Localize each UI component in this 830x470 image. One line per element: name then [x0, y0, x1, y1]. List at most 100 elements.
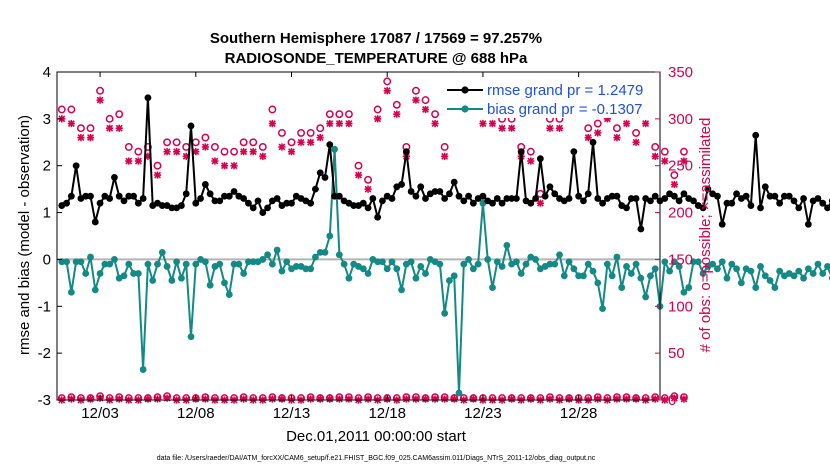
rmse-point — [67, 192, 75, 200]
rmse-point — [120, 197, 128, 205]
bias-point — [316, 249, 324, 256]
bias-point — [398, 286, 405, 294]
obs-assimilated-point — [287, 148, 296, 156]
rmse-point — [72, 162, 80, 170]
x-tick-label: 12/18 — [368, 405, 406, 422]
obs-possible-point — [172, 138, 181, 147]
rmse-point — [106, 195, 114, 202]
obs-assimilated-point — [613, 134, 621, 142]
rmse-point — [800, 195, 807, 202]
obs-possible-point — [679, 147, 688, 156]
rmse-point — [661, 195, 669, 202]
rmse-point — [804, 220, 812, 228]
obs-assimilated-point — [230, 162, 238, 170]
rmse-point — [115, 192, 123, 200]
y-tick-label-left: 4 — [43, 64, 51, 81]
obs-assimilated-point — [316, 134, 324, 142]
bias-point — [101, 260, 109, 268]
bias-point — [747, 267, 755, 275]
rmse-point — [158, 202, 166, 209]
bias-point — [422, 270, 429, 277]
rmse-point — [647, 197, 654, 205]
obs-assimilated-bottom-point — [450, 395, 458, 403]
bias-point — [106, 260, 114, 268]
obs-assimilated-point — [431, 119, 439, 128]
rmse-point — [335, 192, 343, 200]
bias-point — [546, 260, 554, 268]
obs-assimilated-bottom-point — [316, 395, 324, 403]
obs-assimilated-point — [622, 119, 631, 128]
obs-possible-point — [191, 138, 200, 147]
rmse-point — [283, 199, 291, 207]
bias-point — [589, 267, 597, 275]
obs-possible-point — [383, 77, 392, 86]
rmse-point — [498, 199, 506, 207]
bias-point — [714, 265, 721, 273]
bias-point — [149, 277, 157, 284]
rmse-point — [139, 195, 147, 202]
bias-point — [800, 274, 807, 282]
rmse-point — [465, 192, 472, 200]
obs-assimilated-bottom-point — [670, 394, 678, 402]
bias-point — [134, 270, 142, 277]
obs-assimilated-bottom-point — [278, 395, 286, 403]
rmse-point — [273, 195, 281, 202]
rmse-point — [680, 190, 688, 198]
rmse-point — [450, 178, 458, 186]
bias-point — [321, 249, 329, 256]
rmse-point — [637, 225, 645, 233]
rmse-point — [364, 204, 372, 212]
rmse-point — [479, 192, 487, 200]
rmse-point — [536, 155, 544, 163]
rmse-point — [379, 197, 386, 205]
obs-assimilated-bottom-point — [680, 395, 688, 403]
obs-assimilated-point — [297, 138, 305, 146]
rmse-point — [508, 195, 516, 202]
rmse-point — [111, 174, 118, 181]
bias-point — [364, 270, 372, 277]
rmse-point — [651, 192, 659, 200]
bias-point — [96, 270, 104, 277]
obs-assimilated-point — [354, 171, 363, 179]
bias-point — [575, 272, 583, 280]
rmse-point — [723, 199, 731, 207]
obs-assimilated-point — [77, 134, 85, 142]
bias-point — [790, 272, 798, 280]
rmse-point — [125, 192, 133, 200]
bias-point — [192, 260, 200, 268]
rmse-point — [249, 204, 257, 212]
bias-point — [187, 333, 195, 341]
obs-possible-point — [584, 124, 593, 133]
bias-point — [661, 258, 669, 266]
bias-point — [651, 265, 659, 273]
rmse-point — [460, 197, 468, 205]
bias-point — [268, 260, 276, 268]
rmse-point — [216, 197, 224, 205]
rmse-point — [316, 169, 324, 177]
obs-assimilated-bottom-point — [527, 395, 535, 403]
rmse-point — [417, 183, 425, 191]
obs-possible-point — [249, 138, 258, 147]
bias-point — [814, 260, 822, 268]
y-axis-label-left: rmse and bias (model - observation) — [16, 115, 33, 355]
rmse-point — [527, 199, 535, 207]
bias-point — [795, 267, 803, 275]
obs-assimilated-point — [86, 134, 95, 142]
rmse-point — [589, 138, 597, 146]
bias-point — [776, 267, 784, 275]
obs-assimilated-bottom-point — [345, 395, 353, 403]
bias-point — [728, 260, 736, 268]
bias-point — [493, 258, 501, 266]
bias-point — [283, 258, 291, 266]
bias-point — [446, 277, 453, 284]
obs-possible-point — [325, 110, 334, 119]
obs-assimilated-bottom-point — [508, 395, 516, 403]
obs-possible-point — [86, 124, 95, 133]
rmse-point — [230, 188, 238, 195]
bias-point — [245, 258, 252, 266]
rmse-point — [240, 195, 248, 202]
x-axis-label: Dec.01,2011 00:00:00 start — [286, 428, 467, 445]
rmse-point — [747, 202, 755, 209]
obs-possible-point — [124, 143, 133, 151]
bias-point — [111, 256, 118, 263]
